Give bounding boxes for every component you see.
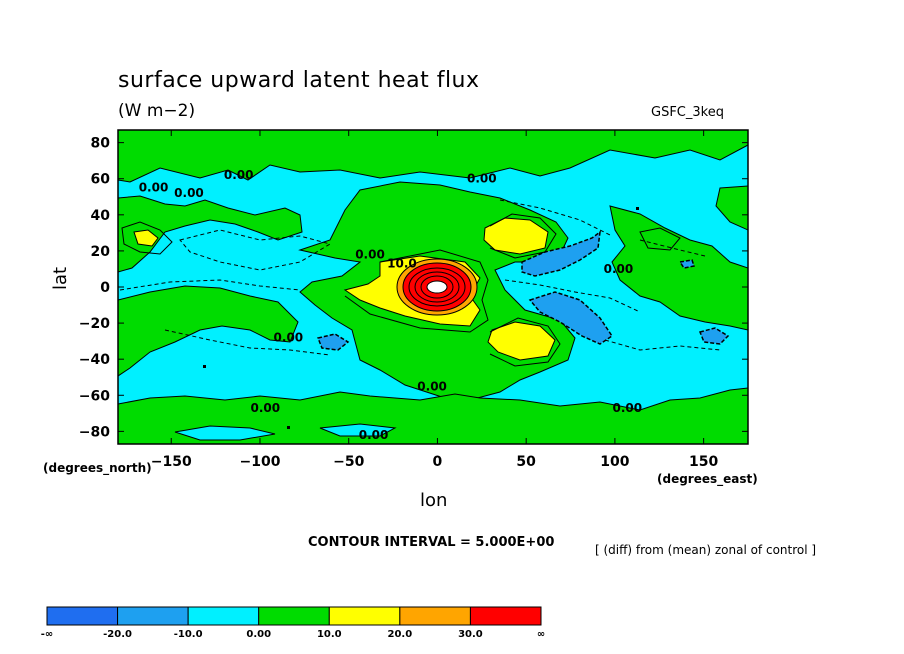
small-islands bbox=[203, 207, 639, 429]
y-tick-label: −60 bbox=[79, 388, 110, 404]
colorbar-label: -∞ bbox=[41, 629, 53, 640]
chart-subtitle: (W m−2) bbox=[118, 101, 196, 121]
colorbar-label: -10.0 bbox=[174, 629, 203, 640]
contour-interval: CONTOUR INTERVAL = 5.000E+00 bbox=[308, 535, 555, 550]
y-unit-label: (degrees_north) bbox=[43, 461, 152, 475]
y-tick-label: 40 bbox=[91, 208, 111, 224]
colorbar-label: 10.0 bbox=[317, 629, 342, 640]
x-axis: −150 −100 −50 0 50 100 150 bbox=[151, 130, 718, 470]
colorbar-label: 30.0 bbox=[458, 629, 483, 640]
x-tick-label: −50 bbox=[333, 454, 364, 470]
colorbar-swatch bbox=[187, 606, 260, 626]
x-tick-label: 150 bbox=[689, 454, 718, 470]
colorbar-label: 0.00 bbox=[246, 629, 271, 640]
y-tick-label: 80 bbox=[91, 136, 111, 152]
colorbar-swatch bbox=[258, 606, 330, 626]
y-tick-label: 0 bbox=[100, 280, 110, 296]
x-tick-label: 50 bbox=[516, 454, 536, 470]
colorbar-label: 20.0 bbox=[388, 629, 413, 640]
colorbar: -∞ -20.0 -10.0 0.00 10.0 20.0 30.0 ∞ bbox=[41, 606, 545, 640]
field-low-regions bbox=[316, 230, 730, 351]
y-axis: 80 60 40 20 0 −20 −40 −60 −80 bbox=[79, 136, 748, 440]
positive-contours bbox=[121, 213, 681, 367]
y-tick-label: 60 bbox=[91, 172, 111, 188]
contour-label: 0.00 bbox=[139, 181, 169, 195]
contour-label: 0.00 bbox=[250, 401, 280, 415]
x-unit-label: (degrees_east) bbox=[657, 472, 758, 486]
field-peak bbox=[396, 258, 478, 316]
contour-label: 0.00 bbox=[274, 331, 304, 345]
model-label: GSFC_3keq bbox=[651, 105, 724, 120]
contour-label: 0.00 bbox=[355, 248, 385, 262]
contour-label: 10.0 bbox=[387, 257, 417, 271]
contour-label: 0.00 bbox=[613, 401, 643, 415]
x-tick-label: −150 bbox=[151, 454, 192, 470]
contour-label: 0.00 bbox=[467, 172, 497, 186]
x-tick-label: −100 bbox=[239, 454, 280, 470]
x-tick-label: 100 bbox=[600, 454, 629, 470]
contour-label: 0.00 bbox=[417, 379, 447, 393]
contour-label: 0.00 bbox=[359, 428, 389, 442]
x-tick-label: 0 bbox=[433, 454, 443, 470]
colorbar-swatch bbox=[46, 606, 119, 626]
y-tick-label: −80 bbox=[79, 424, 110, 440]
negative-contours bbox=[119, 199, 721, 356]
x-axis-label: lon bbox=[420, 490, 448, 511]
contour-label: 0.00 bbox=[224, 168, 254, 182]
colorbar-label: -20.0 bbox=[103, 629, 132, 640]
colorbar-label: ∞ bbox=[537, 629, 545, 640]
colorbar-swatch bbox=[469, 606, 542, 626]
y-tick-label: −40 bbox=[79, 352, 110, 368]
contour-label: 0.00 bbox=[604, 262, 634, 276]
colorbar-swatch bbox=[328, 606, 401, 626]
y-tick-label: 20 bbox=[91, 244, 111, 260]
diff-note: [ (diff) from (mean) zonal of control ] bbox=[595, 543, 817, 557]
y-tick-label: −20 bbox=[79, 316, 110, 332]
chart-title: surface upward latent heat flux bbox=[118, 68, 480, 93]
colorbar-swatch bbox=[399, 606, 471, 626]
contour-label: 0.00 bbox=[174, 186, 204, 200]
colorbar-swatch bbox=[117, 606, 189, 626]
